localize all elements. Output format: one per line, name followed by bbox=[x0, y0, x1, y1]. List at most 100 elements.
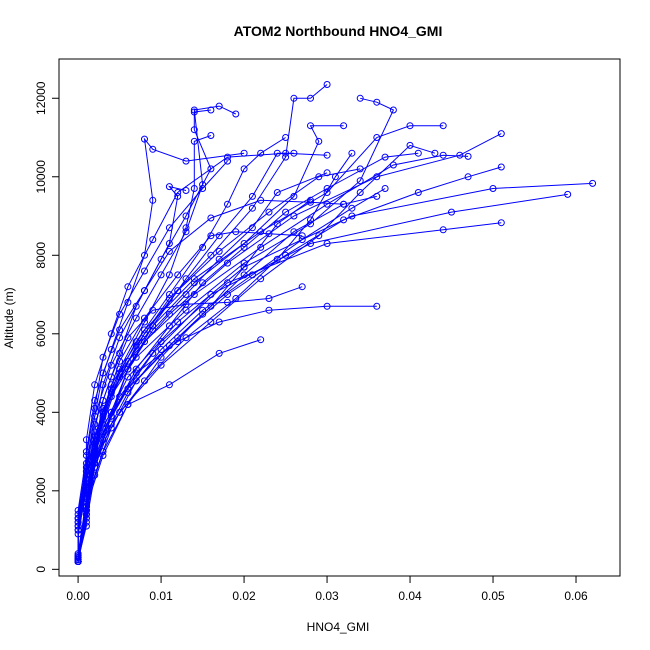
x-tick-label: 0.01 bbox=[149, 589, 173, 603]
profile-line bbox=[77, 188, 386, 562]
data-point bbox=[323, 189, 331, 196]
data-point bbox=[464, 152, 472, 160]
data-point bbox=[99, 381, 107, 389]
data-point bbox=[323, 185, 331, 192]
data-point bbox=[116, 326, 124, 334]
data-point bbox=[464, 173, 472, 181]
profile-series bbox=[74, 135, 248, 560]
chart-title: ATOM2 Northbound HNO4_GMI bbox=[234, 23, 443, 39]
data-point bbox=[240, 263, 248, 271]
data-point bbox=[207, 165, 215, 173]
x-tick-label: 0.03 bbox=[315, 589, 339, 603]
data-point bbox=[248, 192, 256, 200]
data-point bbox=[240, 165, 248, 173]
data-point bbox=[174, 334, 182, 342]
data-point bbox=[224, 259, 231, 267]
data-point bbox=[165, 247, 173, 255]
data-point bbox=[174, 271, 182, 279]
data-point bbox=[165, 224, 173, 232]
data-point bbox=[340, 200, 348, 208]
y-tick-label: 4000 bbox=[34, 399, 48, 426]
data-point bbox=[124, 401, 132, 408]
profile-line bbox=[77, 97, 395, 562]
data-point bbox=[340, 216, 348, 224]
data-point bbox=[389, 106, 397, 114]
data-point bbox=[165, 322, 173, 330]
data-point bbox=[116, 349, 124, 357]
data-point bbox=[190, 126, 198, 134]
data-point bbox=[414, 189, 422, 196]
data-point bbox=[497, 130, 505, 138]
data-point bbox=[165, 381, 173, 389]
data-point bbox=[448, 208, 455, 216]
data-point bbox=[157, 271, 165, 279]
data-point bbox=[215, 247, 223, 255]
profile-series bbox=[74, 149, 356, 565]
data-point bbox=[373, 173, 381, 181]
data-point bbox=[439, 226, 447, 234]
data-point bbox=[207, 214, 215, 222]
data-point bbox=[182, 187, 190, 194]
data-point bbox=[257, 275, 265, 283]
data-point bbox=[497, 219, 505, 227]
data-point bbox=[91, 404, 99, 412]
y-tick-label: 0 bbox=[34, 566, 48, 573]
data-point bbox=[248, 204, 256, 212]
profile-series bbox=[74, 302, 381, 565]
data-point bbox=[224, 291, 231, 298]
data-point bbox=[389, 161, 397, 169]
data-point bbox=[257, 336, 265, 344]
data-point bbox=[257, 228, 265, 236]
data-point bbox=[373, 302, 381, 310]
data-point bbox=[298, 283, 306, 291]
data-point bbox=[141, 267, 148, 275]
data-point bbox=[165, 291, 173, 298]
profile-line bbox=[77, 105, 237, 562]
data-point bbox=[149, 145, 157, 153]
data-point bbox=[74, 558, 82, 565]
data-point bbox=[265, 230, 273, 238]
x-tick-label: 0.05 bbox=[481, 589, 505, 603]
data-point bbox=[257, 196, 265, 204]
data-point bbox=[174, 189, 182, 196]
profile-line bbox=[77, 172, 328, 562]
data-point bbox=[199, 306, 207, 314]
data-point bbox=[307, 216, 314, 224]
data-point bbox=[232, 228, 240, 236]
data-point bbox=[224, 200, 231, 208]
data-point bbox=[307, 94, 314, 102]
data-point bbox=[182, 300, 190, 308]
data-point bbox=[298, 236, 306, 244]
data-point bbox=[107, 408, 115, 416]
plot-area bbox=[74, 81, 597, 565]
profile-series bbox=[74, 149, 331, 561]
data-point bbox=[323, 302, 331, 310]
data-point bbox=[141, 318, 148, 326]
data-point bbox=[149, 196, 157, 204]
data-point bbox=[307, 122, 314, 130]
data-point bbox=[149, 349, 157, 357]
data-point bbox=[149, 236, 157, 244]
data-point bbox=[215, 349, 223, 357]
data-point bbox=[190, 108, 198, 116]
data-point bbox=[282, 149, 290, 157]
data-point bbox=[323, 169, 331, 177]
data-point bbox=[232, 110, 240, 118]
data-point bbox=[439, 122, 447, 130]
data-point bbox=[224, 157, 231, 165]
data-point bbox=[373, 98, 381, 106]
profile-line bbox=[77, 135, 212, 560]
data-point bbox=[91, 381, 99, 389]
data-point bbox=[174, 338, 182, 346]
data-point bbox=[182, 157, 190, 165]
data-point bbox=[190, 137, 198, 145]
data-point bbox=[165, 271, 173, 279]
data-point bbox=[257, 149, 265, 157]
data-point bbox=[107, 330, 115, 338]
profile-line bbox=[77, 144, 436, 562]
profile-series bbox=[74, 169, 331, 565]
data-point bbox=[348, 149, 356, 157]
profile-series bbox=[74, 130, 505, 565]
data-point bbox=[182, 334, 190, 342]
data-point bbox=[381, 185, 389, 192]
